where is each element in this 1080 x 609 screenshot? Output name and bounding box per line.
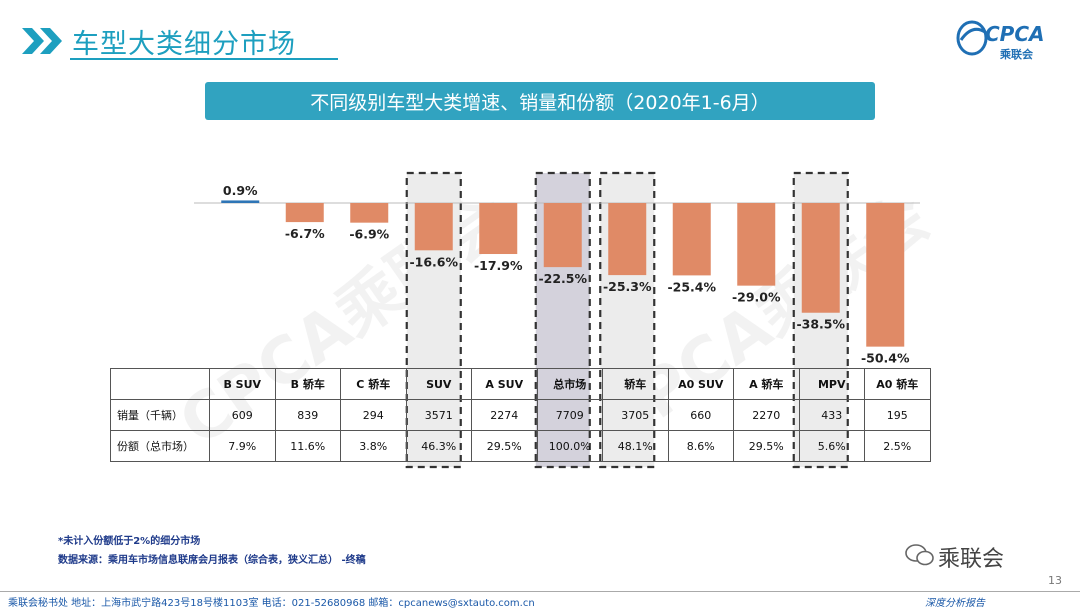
- wechat-account-name: 乘联会: [938, 547, 1005, 572]
- column-header: 轿车: [602, 368, 669, 400]
- share-cell: 46.3%: [405, 430, 472, 462]
- bar: [479, 203, 518, 255]
- data-label: 0.9%: [223, 183, 258, 198]
- footer-divider: [0, 591, 1080, 592]
- data-label: -6.7%: [285, 226, 325, 241]
- table-corner: [110, 368, 210, 400]
- sales-cell: 294: [340, 399, 407, 431]
- bar: [801, 203, 840, 313]
- data-label: -22.5%: [538, 271, 587, 286]
- column-header: C 轿车: [340, 368, 407, 400]
- bar: [866, 203, 905, 347]
- share-cell: 5.6%: [798, 430, 865, 462]
- data-label: -16.6%: [409, 254, 458, 269]
- footer-contact: 乘联会秘书处 地址：上海市武宁路423号18号楼1103室 电话：021-526…: [8, 598, 535, 609]
- wechat-icon: [905, 544, 934, 566]
- bar: [285, 203, 324, 223]
- data-label: -38.5%: [796, 317, 845, 332]
- sales-cell: 2274: [471, 399, 538, 431]
- share-cell: 3.8%: [340, 430, 407, 462]
- data-label: -50.4%: [861, 351, 910, 366]
- column-header: A0 SUV: [667, 368, 734, 400]
- column-header: MPV: [798, 368, 865, 400]
- share-cell: 29.5%: [471, 430, 538, 462]
- share-cell: 11.6%: [274, 430, 341, 462]
- title-underline: [70, 58, 338, 60]
- bar: [221, 200, 260, 203]
- sales-cell: 195: [864, 399, 931, 431]
- column-header: A0 轿车: [864, 368, 931, 400]
- share-cell: 29.5%: [733, 430, 800, 462]
- bar: [350, 203, 389, 223]
- sales-cell: 660: [667, 399, 734, 431]
- footer-tagline: 深度分析报告: [925, 598, 985, 609]
- row-label-share: 份额（总市场）: [110, 430, 210, 462]
- sales-cell: 7709: [536, 399, 603, 431]
- cpca-logo-icon: [956, 20, 988, 56]
- data-table: B SUV B 轿车 C 轿车 SUV A SUV 总市场 轿车 A0 SUV A 轿车 MPV A…: [110, 368, 931, 462]
- table-row-sales: 销量（千辆） 609 839 294 3571 2274 7709 3705 660 2270 4…: [110, 399, 931, 431]
- row-label-sales: 销量（千辆）: [110, 399, 210, 431]
- data-label: -29.0%: [732, 290, 781, 305]
- chevron-right-icon: [22, 28, 62, 54]
- sales-cell: 3705: [602, 399, 669, 431]
- bar: [608, 203, 647, 276]
- column-header: A 轿车: [733, 368, 800, 400]
- share-cell: 48.1%: [602, 430, 669, 462]
- column-header: SUV: [405, 368, 472, 400]
- column-header: B SUV: [209, 368, 276, 400]
- share-cell: 8.6%: [667, 430, 734, 462]
- data-label: -6.9%: [349, 227, 389, 242]
- column-header: A SUV: [471, 368, 538, 400]
- sales-cell: 839: [274, 399, 341, 431]
- bar: [543, 203, 582, 268]
- share-cell: 100.0%: [536, 430, 603, 462]
- share-cell: 2.5%: [864, 430, 931, 462]
- bar: [414, 203, 453, 251]
- data-source: 数据来源：乘用车市场信息联席会月报表（综合表，狭义汇总） -终稿: [58, 555, 366, 566]
- sales-cell: 3571: [405, 399, 472, 431]
- page-title: 车型大类细分市场: [72, 29, 296, 60]
- table-row-share: 份额（总市场） 7.9% 11.6% 3.8% 46.3% 29.5% 100.0% 48.…: [110, 430, 931, 462]
- chart-title-banner: 不同级别车型大类增速、销量和份额（2020年1-6月）: [205, 82, 875, 120]
- data-label: -25.4%: [667, 279, 716, 294]
- bar: [672, 203, 711, 276]
- logo-text: CPCA: [985, 22, 1045, 46]
- footnote: *未计入份额低于2%的细分市场: [58, 536, 201, 547]
- sales-cell: 433: [798, 399, 865, 431]
- bar: [737, 203, 776, 286]
- column-header: 总市场: [536, 368, 603, 400]
- sales-cell: 609: [209, 399, 276, 431]
- sales-cell: 2270: [733, 399, 800, 431]
- data-label: -17.9%: [474, 258, 523, 273]
- page-number: 13: [1048, 574, 1062, 587]
- logo-subtitle: 乘联会: [1000, 48, 1033, 61]
- table-header-row: B SUV B 轿车 C 轿车 SUV A SUV 总市场 轿车 A0 SUV A 轿车 MPV A…: [110, 368, 931, 400]
- data-label: -25.3%: [603, 279, 652, 294]
- column-header: B 轿车: [274, 368, 341, 400]
- share-cell: 7.9%: [209, 430, 276, 462]
